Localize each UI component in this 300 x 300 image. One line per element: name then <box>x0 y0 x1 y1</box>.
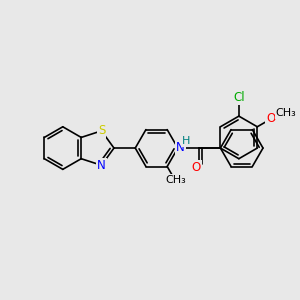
Text: Cl: Cl <box>233 91 245 104</box>
Text: O: O <box>192 161 201 174</box>
Text: O: O <box>267 112 276 125</box>
Text: H: H <box>182 136 191 146</box>
Text: N: N <box>176 141 185 154</box>
Text: CH₃: CH₃ <box>276 108 297 118</box>
Text: CH₃: CH₃ <box>165 176 186 185</box>
Text: N: N <box>97 159 106 172</box>
Text: S: S <box>98 124 105 137</box>
